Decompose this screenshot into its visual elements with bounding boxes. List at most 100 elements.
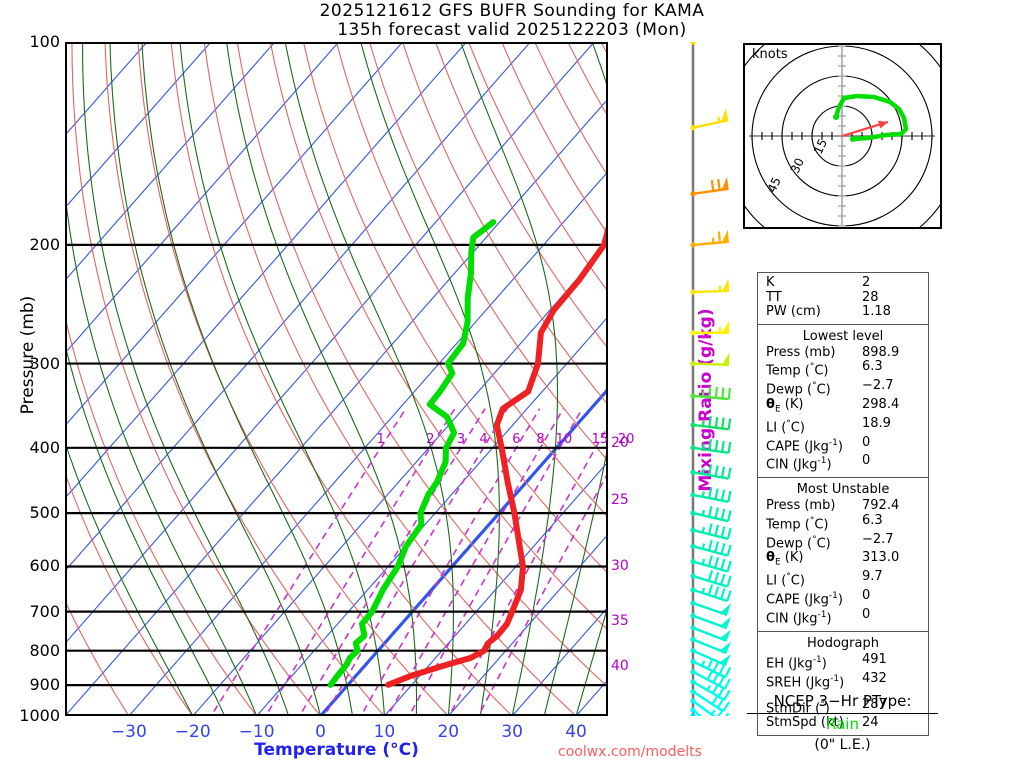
most-unstable-row: θE (K) 313.0 [758,551,928,570]
lowest-level-row: θE (K) 298.4 [758,397,928,417]
pressure-tick-600: 600 [29,556,60,576]
isotherm--20 [193,243,608,716]
hodograph-start-point [850,136,856,142]
sounding-trace-temperature [385,217,608,688]
index-row: TT 28 [758,289,928,306]
pressure-tick-400: 400 [29,437,60,457]
wind-barb [690,625,731,642]
mixing-ratio-line-15 [448,424,608,716]
lowest-level-row: Press (mb) 898.9 [758,344,928,361]
isotherm--40 [65,98,608,716]
moist-adiabat-15 [226,42,418,716]
index-value: 28 [862,289,879,305]
wind-barb [690,539,732,557]
mixing-ratio-label-8: 8 [536,431,545,447]
index-key: PW (cm) [766,304,821,319]
dry-adiabat-60 [269,42,608,631]
most-unstable-key: CIN (Jkg-1) [766,610,832,627]
wind-barb [690,278,730,295]
isotherm--80 [65,42,404,427]
most-unstable-row: Temp (°C) 6.3 [758,512,928,533]
pressure-tick-700: 700 [29,601,60,621]
wind-barb [690,176,729,197]
hodograph-stat-key: EH (Jkg-1) [766,654,827,672]
wind-barb [690,636,731,655]
hodograph-border [743,43,942,229]
mixing-ratio-line-1 [210,408,407,716]
moist-adiabat-10 [179,42,385,716]
dry-adiabat-70 [302,42,608,575]
most-unstable-value: 792.4 [862,498,900,514]
lowest-level-value: 898.9 [862,344,900,360]
temperature-tick--20: −20 [174,722,211,742]
sounding-trace-dewpoint [327,219,497,688]
wind-barb-column [690,42,732,716]
wind-barb [690,352,730,367]
most-unstable-value: 9.7 [862,569,883,585]
most-unstable-row: Dewp (°C) −2.7 [758,532,928,552]
lowest-level-value: 0 [862,453,871,469]
lowest-level-key: Temp (°C) [766,362,829,379]
ptype-liquid-equivalent: (0" L.E.) [814,737,871,753]
lowest-level-row: Dewp (°C) −2.7 [758,377,928,398]
dry-adiabat-90 [368,42,608,462]
moist-adiabat-20 [284,42,454,716]
wind-barb [690,713,696,716]
temperature-tick-40: 40 [565,722,587,742]
hodograph-stat-row: EH (Jkg-1) 491 [758,652,928,672]
dry-adiabat--20 [65,471,193,716]
dry-adiabat--10 [65,314,257,716]
mixing-ratio-label-15: 15 [591,431,609,447]
hodograph-stat-key: SREH (Jkg-1) [766,673,845,691]
moist-adiabat-0 [109,42,322,716]
dry-adiabat--30 [65,599,129,716]
isotherm--90 [65,42,340,354]
mixing-ratio-label-20: 20 [617,431,635,447]
hodograph-stats-title: Hodograph [807,635,879,651]
moist-adiabat--15 [65,342,226,716]
moist-adiabat-25 [360,42,500,716]
isotherm-10 [384,461,608,716]
lowest-level-value: −2.7 [862,377,894,393]
skewt-plot-border [65,42,608,716]
mixing-right-tick-40: 40 [611,658,629,674]
pressure-tick-300: 300 [29,353,60,373]
wind-barb [690,108,729,131]
hodograph-stats-section: Hodograph EH (Jkg-1) 491 SREH (Jkg-1) 432 St… [758,632,928,735]
pressure-tick-900: 900 [29,675,60,695]
most-unstable-row: LI (°C) 9.7 [758,570,928,589]
lowest-level-row: CAPE (Jkg-1) 0 [758,435,928,455]
wind-barb [690,386,731,401]
mixing-ratio-label-10: 10 [555,431,573,447]
pressure-tick-500: 500 [29,503,60,523]
hodograph-stat-key: StmDir (°) [766,699,830,716]
mixing-right-tick-35: 35 [611,613,629,629]
most-unstable-key: Temp (°C) [766,515,829,533]
temperature-tick-20: 20 [437,722,460,742]
mixing-ratio-line-2 [264,408,456,716]
index-row: PW (cm) 1.18 [758,304,928,320]
most-unstable-key: LI (°C) [766,572,805,589]
pressure-tick-200: 200 [29,234,60,254]
most-unstable-key: Dewp (°C) [766,534,831,551]
hodograph-stat-row: StmDir (°) 287 [758,697,928,717]
moist-adiabat-35 [543,42,608,716]
most-unstable-key: Press (mb) [766,498,836,514]
wind-barb [690,698,730,716]
dry-adiabat-80 [335,42,608,518]
hodograph-stat-row: SREH (Jkg-1) 432 [758,671,928,691]
most-unstable-value: 6.3 [862,512,883,528]
wind-barb [690,584,732,603]
temperature-tick-30: 30 [501,722,523,742]
lowest-level-value: 6.3 [862,359,883,374]
isotherm-20 [448,533,608,716]
index-value: 1.18 [862,304,891,319]
page-title: 2025121612 GFS BUFR Sounding for KAMA [319,1,705,21]
dry-adiabat-40 [203,42,576,716]
mixing-right-tick-30: 30 [611,558,629,574]
temperature-tick--30: −30 [110,722,147,742]
isotherm-30 [512,606,608,716]
hodograph-ring-label-15: 15 [811,137,830,157]
moist-adiabat--20 [65,440,194,716]
